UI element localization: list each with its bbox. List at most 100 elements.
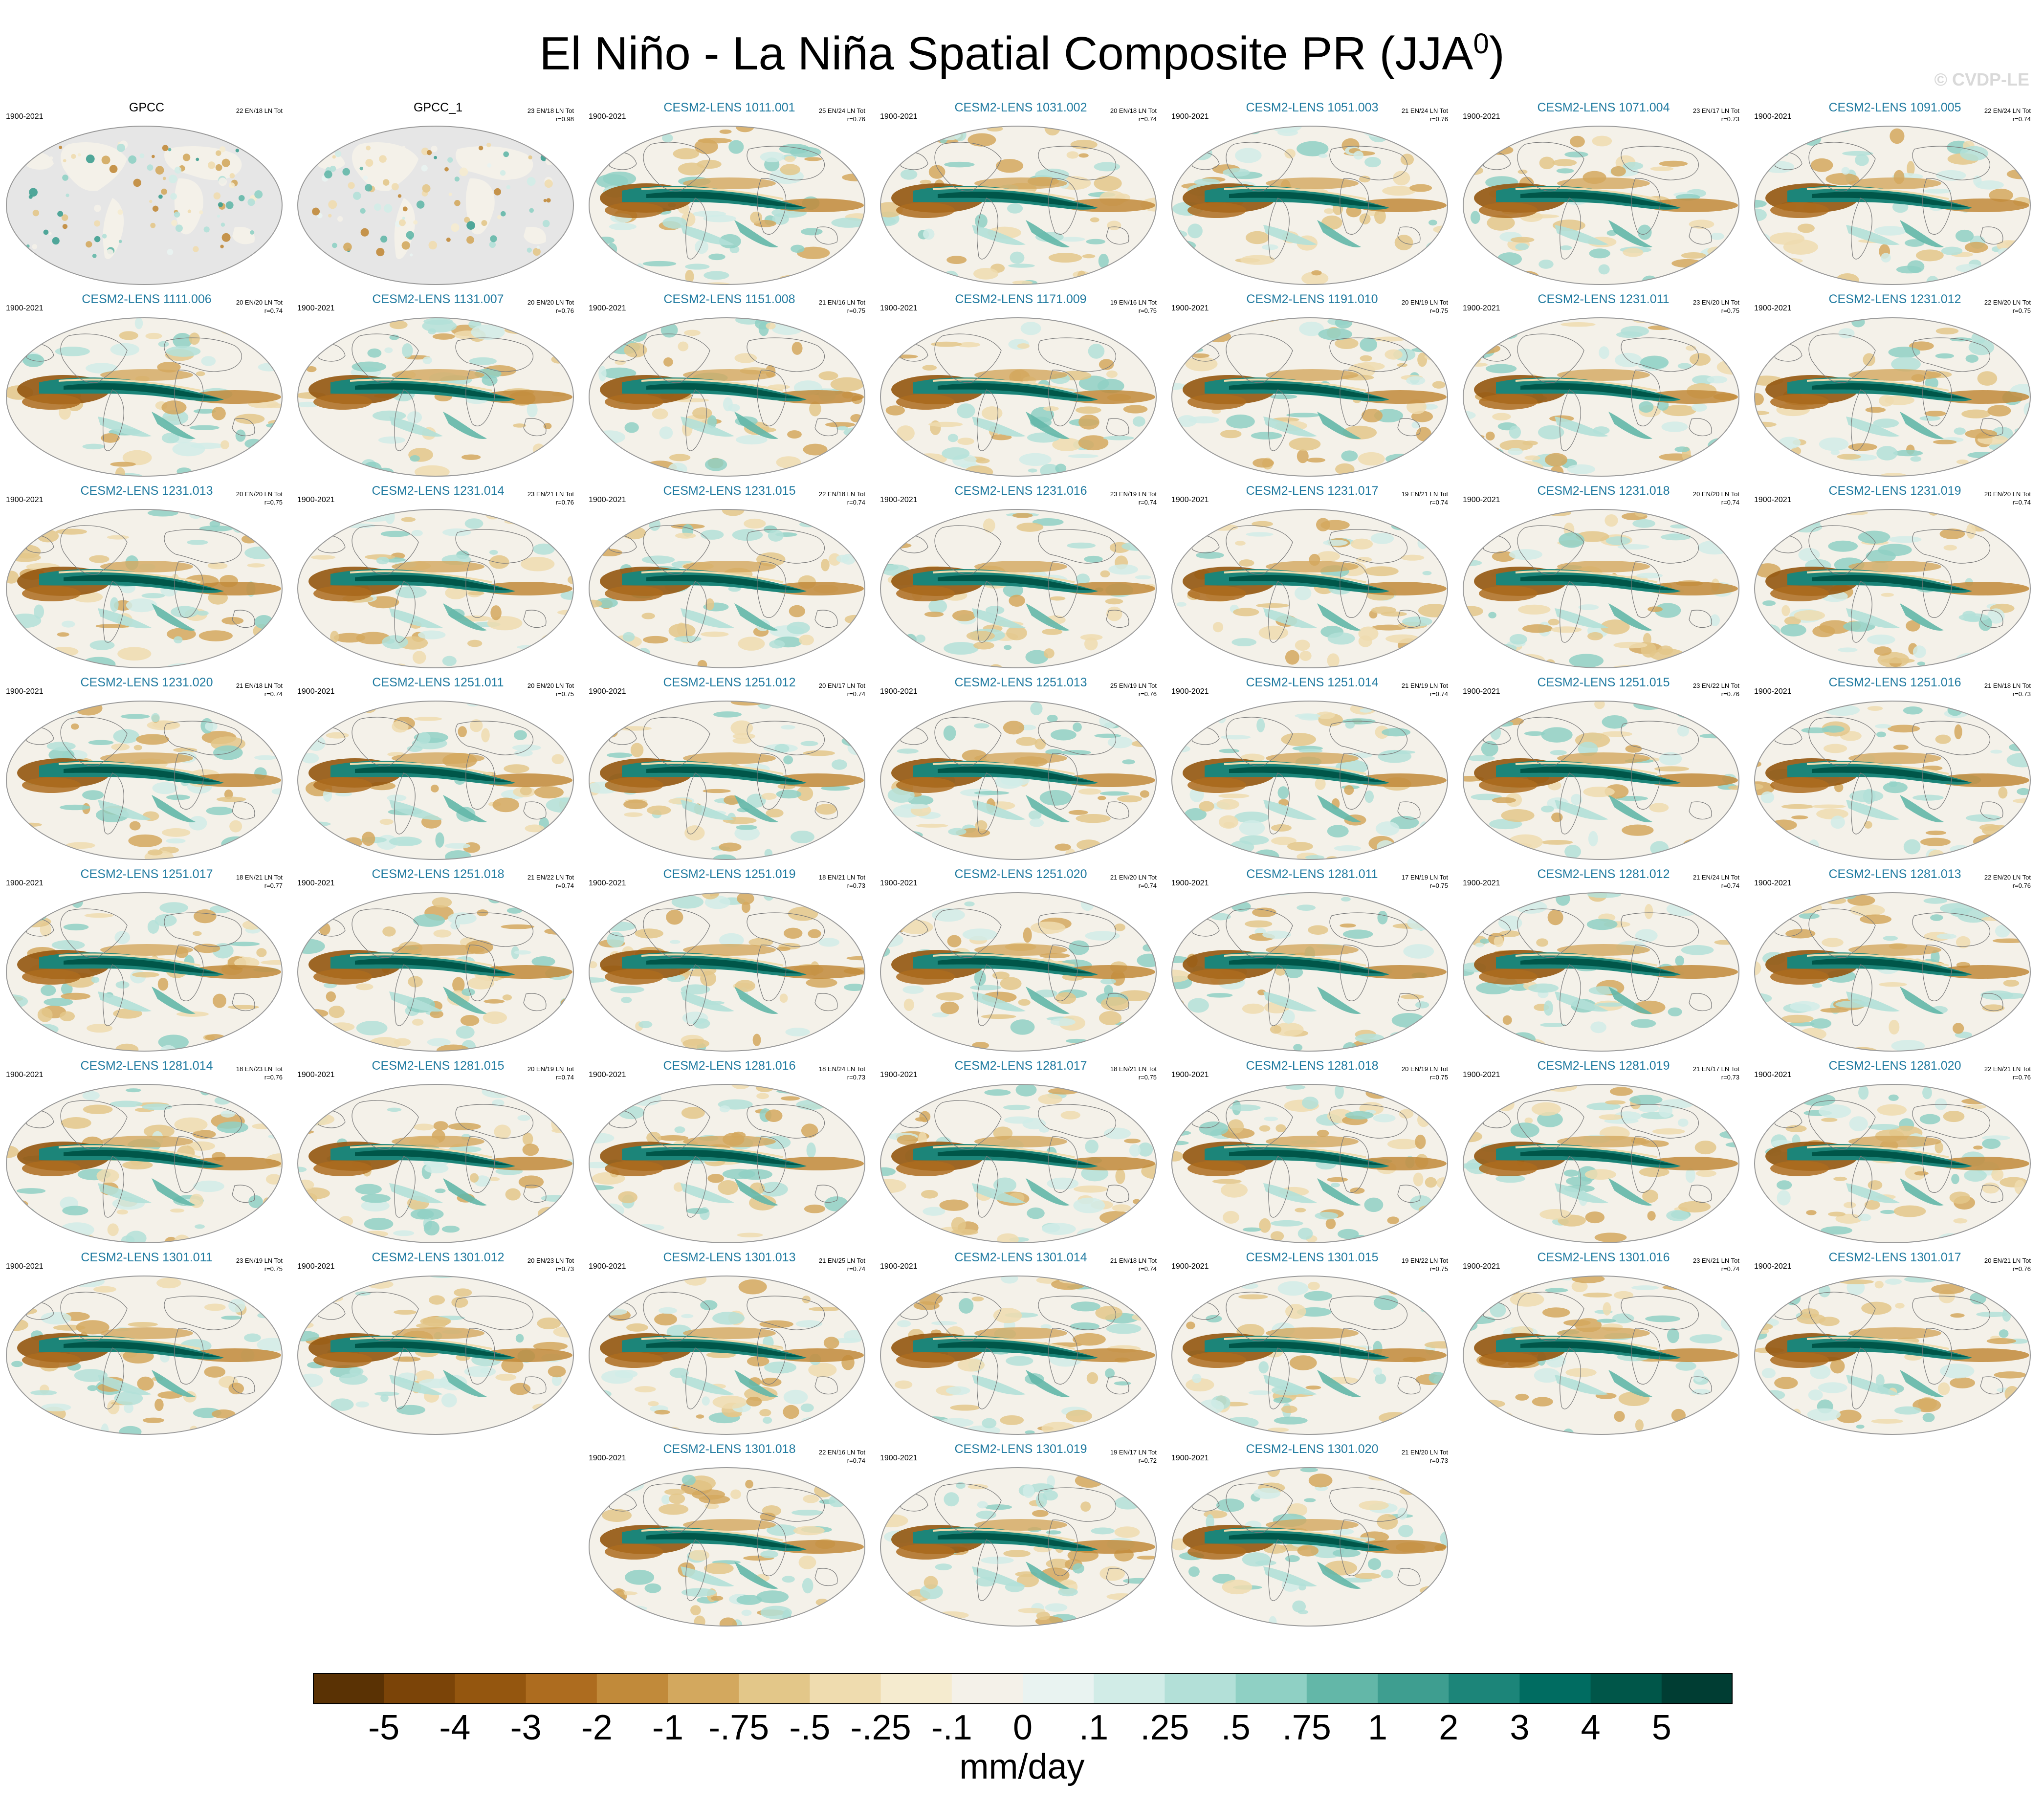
panel-period: 1900-2021 — [880, 879, 918, 887]
panel-correlation: r=0.74 — [847, 1265, 865, 1273]
panel-correlation: r=0.75 — [1429, 882, 1448, 889]
panel-correlation: r=0.75 — [1429, 307, 1448, 314]
panel-correlation: r=0.75 — [1138, 307, 1157, 314]
panel-period: 1900-2021 — [6, 1262, 44, 1271]
panel-period: 1900-2021 — [1754, 112, 1792, 121]
colorbar-swatch — [596, 1673, 668, 1704]
title-superscript: 0 — [1473, 28, 1489, 60]
colorbar-swatch — [668, 1673, 739, 1704]
panel-event-counts: 22 EN/20 LN Tot — [1984, 874, 2031, 881]
panel-title: CESM2-LENS 1191.010 — [1246, 292, 1378, 306]
panel-correlation: r=0.74 — [264, 690, 283, 698]
panel-event-counts: 18 EN/23 LN Tot — [236, 1065, 283, 1073]
precip-composite-map — [1754, 1276, 2031, 1435]
panel-event-counts: 21 EN/20 LN Tot — [1401, 1449, 1448, 1456]
precip-composite-map — [297, 317, 574, 477]
panel-event-counts: 18 EN/21 LN Tot — [1110, 1065, 1157, 1073]
panel-correlation: r=0.74 — [2012, 499, 2031, 506]
panel-title: CESM2-LENS 1171.009 — [955, 292, 1087, 306]
map-panel: CESM2-LENS 1251.016 1900-2021 21 EN/18 LN … — [1753, 675, 2037, 863]
colorbar-tick-label: .25 — [1140, 1708, 1189, 1747]
panel-period: 1900-2021 — [297, 496, 335, 504]
panel-title: CESM2-LENS 1281.012 — [1537, 867, 1670, 881]
panel-correlation: r=0.75 — [2012, 307, 2031, 314]
panel-title: CESM2-LENS 1301.015 — [1246, 1251, 1379, 1264]
panel-correlation: r=0.74 — [1721, 882, 1739, 889]
panel-event-counts: 22 EN/18 LN Tot — [236, 107, 283, 114]
precip-composite-map — [1463, 1276, 1739, 1435]
precip-composite-map — [589, 1084, 865, 1243]
panel-title: CESM2-LENS 1301.014 — [954, 1251, 1087, 1264]
panel-period: 1900-2021 — [1463, 687, 1500, 696]
panel-event-counts: 20 EN/23 LN Tot — [527, 1257, 574, 1264]
panel-period: 1900-2021 — [1171, 1071, 1209, 1079]
colorbar-swatch — [1023, 1673, 1094, 1704]
colorbar-tick-label: -2 — [581, 1708, 613, 1747]
panel-period: 1900-2021 — [6, 112, 44, 121]
panel-title: CESM2-LENS 1231.017 — [1246, 484, 1379, 498]
map-panel: CESM2-LENS 1111.006 1900-2021 20 EN/20 LN … — [5, 292, 288, 480]
colorbar-tick-label: 2 — [1439, 1708, 1459, 1747]
panel-title: CESM2-LENS 1231.016 — [954, 484, 1087, 498]
panel-title: CESM2-LENS 1251.014 — [1246, 676, 1379, 689]
colorbar-swatch — [1306, 1673, 1378, 1704]
panel-correlation: r=0.74 — [555, 882, 574, 889]
panel-event-counts: 21 EN/24 LN Tot — [1401, 107, 1448, 114]
map-panel: CESM2-LENS 1301.019 1900-2021 19 EN/17 LN … — [879, 1442, 1163, 1630]
precip-composite-map — [1171, 126, 1448, 285]
panel-correlation: r=0.74 — [1721, 1265, 1739, 1273]
panel-title: CESM2-LENS 1281.013 — [1828, 867, 1961, 881]
panel-event-counts: 25 EN/24 LN Tot — [818, 107, 865, 114]
panel-title: CESM2-LENS 1251.017 — [80, 867, 213, 881]
colorbar-tick-label: 3 — [1510, 1708, 1530, 1747]
panel-correlation: r=0.74 — [555, 1074, 574, 1081]
panel-correlation: r=0.74 — [847, 499, 865, 506]
precip-composite-map — [1754, 701, 2031, 860]
precip-composite-map — [589, 1276, 865, 1435]
panel-title: CESM2-LENS 1231.020 — [80, 676, 213, 689]
panel-event-counts: 19 EN/21 LN Tot — [1401, 490, 1448, 498]
panel-period: 1900-2021 — [880, 1262, 918, 1271]
panel-event-counts: 23 EN/19 LN Tot — [1110, 490, 1157, 498]
panel-event-counts: 21 EN/20 LN Tot — [1110, 874, 1157, 881]
panel-correlation: r=0.76 — [555, 499, 574, 506]
colorbar-tick-label: .1 — [1079, 1708, 1109, 1747]
colorbar-tick-label: 0 — [1012, 1708, 1033, 1747]
map-panel: CESM2-LENS 1251.011 1900-2021 20 EN/20 LN … — [296, 675, 580, 863]
panel-title: CESM2-LENS 1231.011 — [1538, 292, 1670, 306]
precip-composite-map — [1463, 509, 1739, 668]
precip-composite-map — [880, 509, 1157, 668]
precip-composite-map — [1171, 1467, 1448, 1627]
colorbar-swatch — [1094, 1673, 1165, 1704]
precip-composite-map — [297, 892, 574, 1052]
colorbar-swatch — [1165, 1673, 1236, 1704]
panel-correlation: r=0.74 — [1721, 499, 1739, 506]
map-panel: CESM2-LENS 1011.001 1900-2021 25 EN/24 LN … — [588, 100, 871, 288]
colorbar-tick-label: 5 — [1651, 1708, 1671, 1747]
map-panel: CESM2-LENS 1191.010 1900-2021 20 EN/19 LN … — [1170, 292, 1454, 480]
panel-event-counts: 19 EN/22 LN Tot — [1401, 1257, 1448, 1264]
panel-correlation: r=0.74 — [264, 307, 283, 314]
panel-event-counts: 22 EN/18 LN Tot — [818, 490, 865, 498]
panel-period: 1900-2021 — [6, 304, 44, 312]
precip-composite-map — [1754, 509, 2031, 668]
panel-period: 1900-2021 — [880, 687, 918, 696]
colorbar-tick-label: -1 — [652, 1708, 684, 1747]
precip-composite-map — [6, 509, 283, 668]
map-panel: CESM2-LENS 1231.016 1900-2021 23 EN/19 LN … — [879, 484, 1163, 672]
panel-event-counts: 21 EN/18 LN Tot — [236, 682, 283, 689]
colorbar-swatch — [1449, 1673, 1520, 1704]
panel-period: 1900-2021 — [589, 687, 626, 696]
precip-composite-map — [1754, 126, 2031, 285]
colorbar-tick-label: -5 — [368, 1708, 400, 1747]
panel-title: CESM2-LENS 1301.017 — [1828, 1251, 1961, 1264]
map-panel: CESM2-LENS 1281.012 1900-2021 21 EN/24 LN … — [1462, 867, 1745, 1055]
colorbar-units: mm/day — [959, 1747, 1085, 1786]
panel-period: 1900-2021 — [589, 304, 626, 312]
panel-event-counts: 20 EN/19 LN Tot — [527, 1065, 574, 1073]
panel-event-counts: 22 EN/21 LN Tot — [1984, 1065, 2031, 1073]
map-panel: CESM2-LENS 1231.019 1900-2021 20 EN/20 LN … — [1753, 484, 2037, 672]
panel-period: 1900-2021 — [1754, 304, 1792, 312]
colorbar-swatch — [455, 1673, 527, 1704]
panel-period: 1900-2021 — [6, 879, 44, 887]
